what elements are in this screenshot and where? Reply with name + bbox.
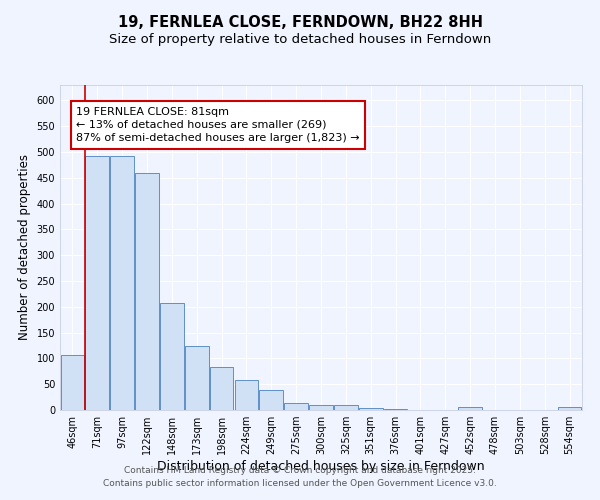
Text: Size of property relative to detached houses in Ferndown: Size of property relative to detached ho…	[109, 32, 491, 46]
Bar	[458, 408, 482, 410]
Y-axis label: Number of detached properties: Number of detached properties	[18, 154, 31, 340]
Bar	[384, 409, 407, 410]
Text: 19, FERNLEA CLOSE, FERNDOWN, BH22 8HH: 19, FERNLEA CLOSE, FERNDOWN, BH22 8HH	[118, 15, 482, 30]
Bar	[235, 380, 258, 410]
Bar	[61, 355, 84, 410]
Bar	[284, 404, 308, 410]
Bar	[135, 172, 159, 410]
Text: 19 FERNLEA CLOSE: 81sqm
← 13% of detached houses are smaller (269)
87% of semi-d: 19 FERNLEA CLOSE: 81sqm ← 13% of detache…	[76, 106, 360, 143]
Bar	[558, 407, 581, 410]
Bar	[160, 303, 184, 410]
X-axis label: Distribution of detached houses by size in Ferndown: Distribution of detached houses by size …	[157, 460, 485, 473]
Bar	[259, 390, 283, 410]
Bar	[210, 367, 233, 410]
Bar	[110, 156, 134, 410]
Bar	[359, 408, 383, 410]
Bar	[85, 156, 109, 410]
Bar	[185, 346, 209, 410]
Bar	[309, 405, 333, 410]
Text: Contains HM Land Registry data © Crown copyright and database right 2025.
Contai: Contains HM Land Registry data © Crown c…	[103, 466, 497, 487]
Bar	[334, 405, 358, 410]
